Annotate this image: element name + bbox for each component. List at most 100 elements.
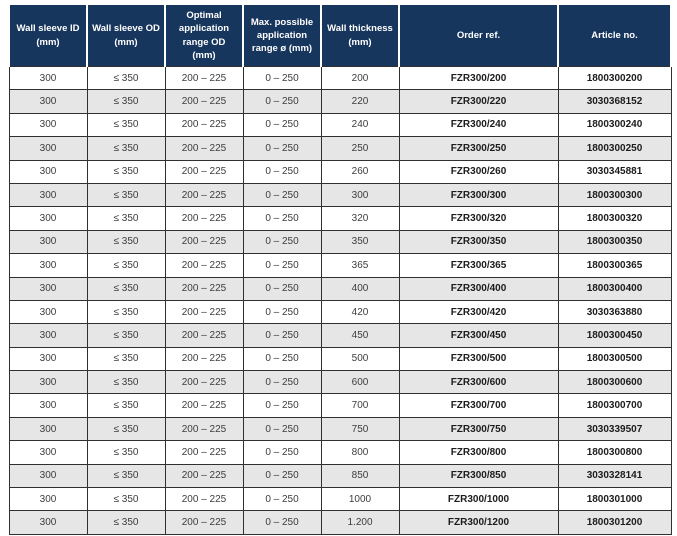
article-no-cell: 1800300700: [557, 393, 672, 418]
optimal-application-range-od-cell: 200 – 225: [164, 510, 244, 535]
table-row: 300 ≤ 350 200 – 225 0 – 250 260 FZR300/260 303…: [8, 159, 672, 184]
optimal-application-range-od-cell: 200 – 225: [164, 416, 244, 442]
table-row: 300 ≤ 350 200 – 225 0 – 250 1.200 FZR300/1200…: [8, 510, 672, 535]
wall-sleeve-od-cell: ≤ 350: [86, 229, 166, 255]
max-possible-application-range-cell: 0 – 250: [242, 159, 322, 184]
wall-sleeve-od-cell: ≤ 350: [86, 416, 166, 442]
wall-thickness-cell: 700: [320, 393, 400, 418]
wall-sleeve-od-cell: ≤ 350: [86, 346, 166, 372]
wall-sleeve-od-cell: ≤ 350: [86, 463, 166, 489]
wall-sleeve-od-cell: ≤ 350: [86, 65, 166, 91]
wall-thickness-cell: 220: [320, 89, 400, 114]
max-possible-application-range-cell: 0 – 250: [242, 463, 322, 489]
article-no-cell: 3030345881: [557, 159, 672, 184]
wall-sleeve-od-cell: ≤ 350: [86, 159, 166, 184]
wall-sleeve-od-cell: ≤ 350: [86, 182, 166, 208]
wall-sleeve-id-cell: 300: [8, 510, 88, 535]
wall-thickness-cell: 1.200: [320, 510, 400, 535]
column-header-optimal-application-range-od: Optimal application range OD (mm): [164, 5, 244, 67]
table-row: 300 ≤ 350 200 – 225 0 – 250 600 FZR300/600 180…: [8, 370, 672, 395]
table-row: 300 ≤ 350 200 – 225 0 – 250 240 FZR300/240 180…: [8, 112, 672, 138]
wall-sleeve-id-cell: 300: [8, 299, 88, 325]
wall-sleeve-od-cell: ≤ 350: [86, 253, 166, 278]
wall-thickness-cell: 250: [320, 136, 400, 161]
wall-sleeve-id-cell: 300: [8, 393, 88, 418]
order-ref-cell: FZR300/600: [398, 370, 559, 395]
article-no-cell: 3030328141: [557, 463, 672, 489]
wall-thickness-cell: 1000: [320, 487, 400, 512]
max-possible-application-range-cell: 0 – 250: [242, 299, 322, 325]
order-ref-cell: FZR300/220: [398, 89, 559, 114]
optimal-application-range-od-cell: 200 – 225: [164, 463, 244, 489]
optimal-application-range-od-cell: 200 – 225: [164, 89, 244, 114]
table-row: 300 ≤ 350 200 – 225 0 – 250 700 FZR300/700 180…: [8, 393, 672, 418]
max-possible-application-range-cell: 0 – 250: [242, 510, 322, 535]
table-row: 300 ≤ 350 200 – 225 0 – 250 365 FZR300/365 180…: [8, 253, 672, 278]
wall-thickness-cell: 300: [320, 182, 400, 208]
order-ref-cell: FZR300/800: [398, 440, 559, 465]
wall-sleeve-id-cell: 300: [8, 206, 88, 231]
max-possible-application-range-cell: 0 – 250: [242, 323, 322, 348]
optimal-application-range-od-cell: 200 – 225: [164, 182, 244, 208]
wall-thickness-cell: 200: [320, 65, 400, 91]
article-no-cell: 1800301200: [557, 510, 672, 535]
optimal-application-range-od-cell: 200 – 225: [164, 229, 244, 255]
order-ref-cell: FZR300/350: [398, 229, 559, 255]
table-row: 300 ≤ 350 200 – 225 0 – 250 750 FZR300/750 303…: [8, 416, 672, 442]
table-body: 300 ≤ 350 200 – 225 0 – 250 200 FZR300/200 180…: [8, 65, 672, 535]
table-row: 300 ≤ 350 200 – 225 0 – 250 350 FZR300/350 180…: [8, 229, 672, 255]
wall-sleeve-od-cell: ≤ 350: [86, 487, 166, 512]
wall-sleeve-id-cell: 300: [8, 136, 88, 161]
wall-sleeve-od-cell: ≤ 350: [86, 510, 166, 535]
order-ref-cell: FZR300/700: [398, 393, 559, 418]
article-no-cell: 1800300450: [557, 323, 672, 348]
max-possible-application-range-cell: 0 – 250: [242, 440, 322, 465]
optimal-application-range-od-cell: 200 – 225: [164, 276, 244, 301]
optimal-application-range-od-cell: 200 – 225: [164, 136, 244, 161]
wall-sleeve-id-cell: 300: [8, 112, 88, 138]
article-no-cell: 1800300500: [557, 346, 672, 372]
wall-sleeve-od-cell: ≤ 350: [86, 206, 166, 231]
table-row: 300 ≤ 350 200 – 225 0 – 250 800 FZR300/800 180…: [8, 440, 672, 465]
wall-sleeve-od-cell: ≤ 350: [86, 393, 166, 418]
max-possible-application-range-cell: 0 – 250: [242, 253, 322, 278]
column-header-wall-sleeve-id: Wall sleeve ID (mm): [8, 5, 88, 67]
max-possible-application-range-cell: 0 – 250: [242, 370, 322, 395]
optimal-application-range-od-cell: 200 – 225: [164, 487, 244, 512]
column-header-wall-thickness: Wall thickness (mm): [320, 5, 400, 67]
article-no-cell: 1800300240: [557, 112, 672, 138]
wall-sleeve-id-cell: 300: [8, 463, 88, 489]
order-ref-cell: FZR300/500: [398, 346, 559, 372]
article-no-cell: 1800300250: [557, 136, 672, 161]
order-ref-cell: FZR300/400: [398, 276, 559, 301]
header-row: Wall sleeve ID (mm) Wall sleeve OD (mm) …: [8, 5, 672, 67]
order-ref-cell: FZR300/250: [398, 136, 559, 161]
max-possible-application-range-cell: 0 – 250: [242, 229, 322, 255]
wall-thickness-cell: 800: [320, 440, 400, 465]
wall-sleeve-od-cell: ≤ 350: [86, 440, 166, 465]
optimal-application-range-od-cell: 200 – 225: [164, 440, 244, 465]
optimal-application-range-od-cell: 200 – 225: [164, 206, 244, 231]
article-no-cell: 1800300365: [557, 253, 672, 278]
wall-thickness-cell: 260: [320, 159, 400, 184]
wall-thickness-cell: 240: [320, 112, 400, 138]
order-ref-cell: FZR300/240: [398, 112, 559, 138]
optimal-application-range-od-cell: 200 – 225: [164, 253, 244, 278]
wall-sleeve-id-cell: 300: [8, 253, 88, 278]
max-possible-application-range-cell: 0 – 250: [242, 276, 322, 301]
table-row: 300 ≤ 350 200 – 225 0 – 250 220 FZR300/220 303…: [8, 89, 672, 114]
order-ref-cell: FZR300/260: [398, 159, 559, 184]
wall-sleeve-id-cell: 300: [8, 89, 88, 114]
article-no-cell: 3030368152: [557, 89, 672, 114]
wall-sleeve-id-cell: 300: [8, 323, 88, 348]
wall-sleeve-id-cell: 300: [8, 182, 88, 208]
table-row: 300 ≤ 350 200 – 225 0 – 250 200 FZR300/200 180…: [8, 65, 672, 91]
order-ref-cell: FZR300/320: [398, 206, 559, 231]
article-no-cell: 3030339507: [557, 416, 672, 442]
table-row: 300 ≤ 350 200 – 225 0 – 250 420 FZR300/420 303…: [8, 299, 672, 325]
wall-sleeve-od-cell: ≤ 350: [86, 136, 166, 161]
order-ref-cell: FZR300/1200: [398, 510, 559, 535]
max-possible-application-range-cell: 0 – 250: [242, 136, 322, 161]
wall-thickness-cell: 600: [320, 370, 400, 395]
wall-sleeve-product-table: Wall sleeve ID (mm) Wall sleeve OD (mm) …: [8, 5, 672, 535]
